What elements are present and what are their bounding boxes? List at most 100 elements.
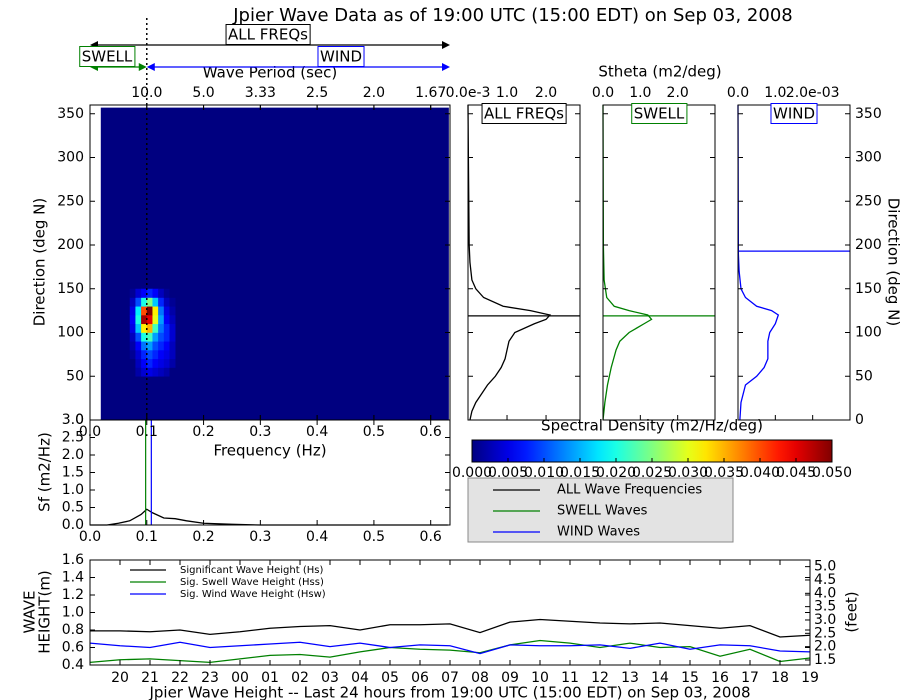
x-tick-label: 19	[801, 670, 819, 686]
heatmap-cell	[129, 315, 136, 325]
x-axis-label: Jpier Wave Height -- Last 24 hours from …	[148, 684, 750, 700]
heatmap-cell	[135, 323, 142, 333]
y-tick-label: 0.5	[62, 500, 84, 516]
colorbar-tick-label: 0.020	[596, 465, 636, 481]
heatmap-cell	[169, 297, 176, 307]
x-tick-label: 0.5	[363, 529, 385, 545]
legend-label: ALL Wave Frequencies	[557, 483, 702, 498]
x-tick-label: 2.0	[363, 85, 385, 101]
arrow-head	[146, 63, 155, 71]
heatmap-cell	[158, 332, 165, 342]
colorbar-tick-label: 0.045	[776, 465, 816, 481]
heatmap-cell	[129, 288, 136, 298]
heatmap-cell	[163, 341, 170, 351]
heatmap-cell	[163, 315, 170, 325]
heatmap-cell	[146, 288, 153, 298]
heatmap-cell	[169, 367, 176, 377]
x-tick-label: 1.0	[629, 85, 651, 101]
heatmap-cell	[135, 306, 142, 316]
spectrum-line	[90, 508, 448, 526]
x-tick-label: 0.0	[727, 85, 749, 101]
x-tick-label: 2.0	[535, 85, 557, 101]
x-tick-label: 0.1	[136, 529, 158, 545]
heatmap-cell	[158, 358, 165, 368]
x-tick-label: 1.0	[764, 85, 786, 101]
heatmap-cell	[169, 341, 176, 351]
heatmap-cell	[141, 306, 148, 316]
legend-label: SWELL Waves	[557, 504, 648, 519]
x-tick-label: 0.3	[249, 424, 271, 440]
axes-background	[90, 420, 450, 525]
heatmap-cell	[158, 306, 165, 316]
x-tick-label: 2.0	[667, 85, 689, 101]
heatmap-cell	[135, 358, 142, 368]
x-tick-label: 15	[681, 670, 699, 686]
heatmap-cell	[129, 341, 136, 351]
colorbar-tick-label: 0.035	[704, 465, 744, 481]
x-tick-label: 17	[741, 670, 759, 686]
heatmap-cell	[158, 315, 165, 325]
heatmap-cell	[163, 350, 170, 360]
y2-tick-label: 2.5	[814, 625, 836, 641]
x-axis-label: Frequency (Hz)	[213, 442, 326, 460]
height-line	[90, 618, 811, 638]
x-tick-label: 10	[531, 670, 549, 686]
heatmap-cell	[141, 315, 148, 325]
x-tick-label: 06	[411, 670, 429, 686]
x-tick-label: 0.0	[592, 85, 614, 101]
heatmap-cell	[169, 323, 176, 333]
x-tick-label: 21	[141, 670, 159, 686]
y2-axis-label: (feet)	[843, 591, 861, 632]
heatmap-cell	[146, 367, 153, 377]
x2-axis-label: Wave Period (sec)	[203, 64, 337, 82]
heatmap-cell	[129, 332, 136, 342]
y-tick-label: 150	[57, 281, 84, 297]
heatmap-cell	[135, 350, 142, 360]
heatmap-cell	[141, 332, 148, 342]
heatmap-cell	[146, 358, 153, 368]
heatmap-cell	[141, 367, 148, 377]
heatmap-cell	[141, 341, 148, 351]
y-tick-label: 50	[66, 368, 84, 384]
x-tick-label: 11	[561, 670, 579, 686]
y-tick-label: 200	[57, 237, 84, 253]
y-tick-label: 350	[57, 106, 84, 122]
x-tick-label: 0.1	[136, 424, 158, 440]
heatmap-cell	[146, 323, 153, 333]
x-tick-label: 0.4	[306, 424, 328, 440]
y-tick-label: 1.0	[62, 482, 84, 498]
x-tick-label: 07	[441, 670, 459, 686]
x-tick-label: 1.0	[496, 85, 518, 101]
heatmap-cell	[129, 323, 136, 333]
colorbar-tick-label: 0.030	[668, 465, 708, 481]
colorbar-tick-label: 0.015	[560, 465, 600, 481]
y2-tick-label: 3.0	[814, 612, 836, 628]
y2-tick-label: 4.5	[814, 572, 836, 588]
panel-label: WIND	[773, 105, 815, 123]
colorbar-tick-label: 0.000	[452, 465, 492, 481]
heatmap-cell	[135, 341, 142, 351]
heatmap-cell	[146, 297, 153, 307]
heatmap-cell	[163, 323, 170, 333]
heatmap-cell	[163, 358, 170, 368]
heatmap-cell	[135, 288, 142, 298]
annotation-swell: SWELL	[82, 48, 133, 66]
heatmap-cell	[163, 332, 170, 342]
heatmap-cell	[146, 332, 153, 342]
x-tick-label: 08	[471, 670, 489, 686]
y-tick-label: 1.2	[62, 587, 84, 603]
x-tick-label: 09	[501, 670, 519, 686]
heatmap-cell	[169, 358, 176, 368]
x-tick-label: 0.0e-3	[446, 85, 491, 101]
y-tick-label: 1.6	[62, 552, 84, 568]
y-tick-label: 100	[57, 325, 84, 341]
heatmap-cell	[158, 341, 165, 351]
y-axis-label: Direction (deg N)	[31, 198, 49, 327]
x-tick-label: 02	[291, 670, 309, 686]
x-tick-label: 04	[351, 670, 369, 686]
x-tick-label: 13	[621, 670, 639, 686]
y-tick-label: 300	[855, 150, 882, 166]
y2-tick-label: 2.0	[814, 639, 836, 655]
arrow-head	[138, 63, 147, 71]
y-axis-label: Sf (m2/Hz)	[36, 432, 54, 512]
